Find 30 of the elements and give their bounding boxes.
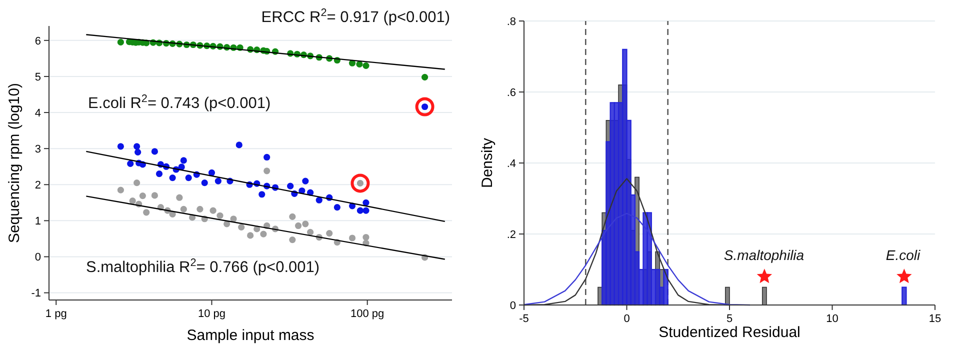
- y-tick-label: 5: [34, 71, 41, 84]
- x-tick-label: 10: [826, 313, 838, 325]
- annotation: E.coli: [886, 247, 922, 263]
- x-tick-label: 15: [928, 313, 942, 325]
- annotation: E.coli R$^{2}$= 0.743 (p<0.001): [88, 93, 271, 112]
- y-tick-label: 6: [34, 35, 41, 48]
- x-axis-title: Studentized Residual: [658, 324, 800, 341]
- y-tick-label: 4: [34, 107, 41, 120]
- y-tick-label: 0: [510, 300, 516, 312]
- y-tick-label: 2: [34, 179, 41, 192]
- x-tick-label: 0: [624, 313, 630, 325]
- x-tick-label: 100 pg: [350, 308, 384, 320]
- y-tick-label: .6: [506, 86, 516, 99]
- y-tick-label: 3: [34, 143, 41, 156]
- y-tick-label: 0: [34, 252, 41, 264]
- y-tick-label: .2: [506, 228, 516, 241]
- y-tick-label: -1: [31, 288, 41, 300]
- x-tick-label: 10 pg: [198, 308, 226, 320]
- y-tick-label: 1: [34, 216, 41, 228]
- annotation: ERCC R$^{2}$= 0.917 (p<0.001): [261, 7, 450, 26]
- x-tick-label: 5: [726, 313, 733, 325]
- y-tick-label: .8: [506, 16, 516, 28]
- annotation: S.maltophilia R$^{2}$= 0.766 (p<0.001): [86, 257, 320, 276]
- x-axis-title: Sample input mass: [186, 327, 314, 344]
- annotation: S.maltophilia: [724, 247, 804, 263]
- x-tick-label: 1 pg: [45, 308, 67, 320]
- y-tick-label: .4: [506, 158, 516, 170]
- y-axis-title: Sequencing rpm (log10): [6, 82, 23, 244]
- y-axis-title: Density: [479, 138, 496, 188]
- x-tick-label: -5: [519, 313, 529, 325]
